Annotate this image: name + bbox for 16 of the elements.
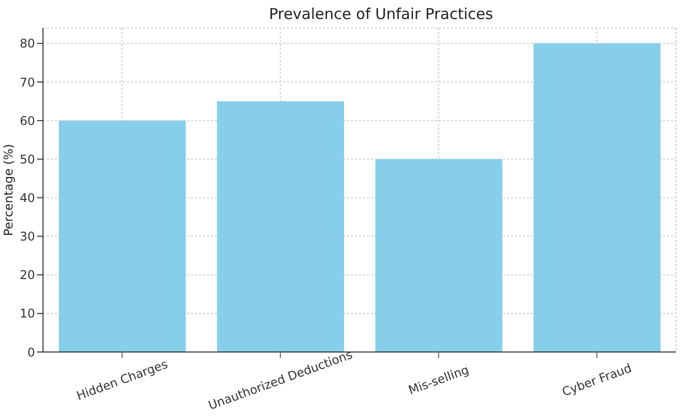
y-tick-label: 0 <box>27 345 35 360</box>
bar <box>534 43 661 352</box>
y-axis-title: Percentage (%) <box>1 144 16 236</box>
y-tick-label: 60 <box>20 114 35 128</box>
y-tick-label: 40 <box>20 190 35 205</box>
y-tick-label: 80 <box>20 36 35 51</box>
y-tick-label: 20 <box>20 268 35 282</box>
bar <box>217 101 344 352</box>
bar <box>375 159 502 352</box>
y-tick-label: 50 <box>20 152 35 166</box>
y-tick-label: 70 <box>20 75 35 90</box>
bar <box>58 120 186 352</box>
y-tick-label: 30 <box>20 230 35 244</box>
x-tick-label: Cyber Fraud <box>560 360 634 400</box>
y-tick-label: 10 <box>20 306 35 321</box>
chart-title: Prevalence of Unfair Practices <box>268 5 494 23</box>
